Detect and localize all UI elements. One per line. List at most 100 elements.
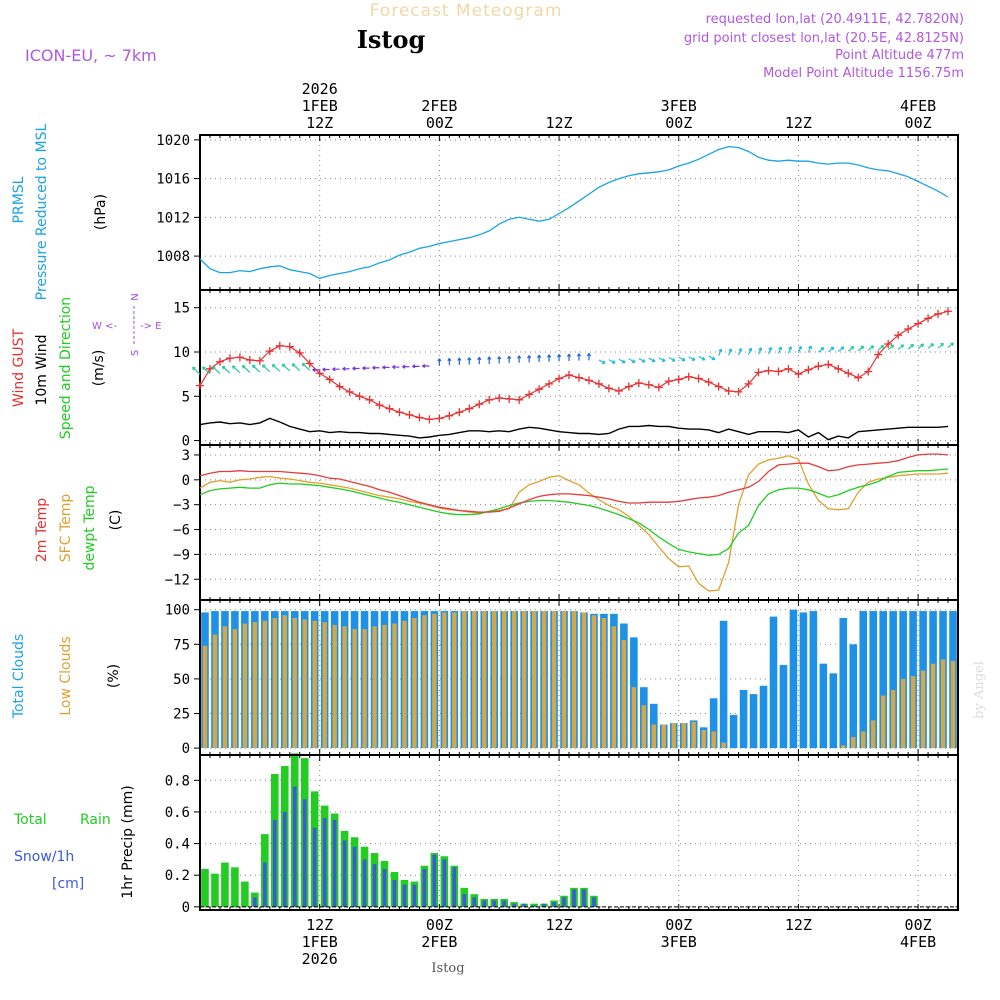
- wind-arrow-head: [622, 359, 626, 364]
- cloud-total-bar: [779, 665, 788, 749]
- y-tick-label: −12: [165, 572, 190, 588]
- wind-arrow-head: [382, 365, 386, 370]
- bottom-time-label: 2026: [302, 950, 338, 968]
- cloud-low-bar: [531, 611, 537, 749]
- compass-south: S: [130, 350, 141, 356]
- cloud-low-bar: [940, 659, 946, 749]
- cloud-low-bar: [262, 620, 268, 749]
- y-tick-label: 0.6: [165, 805, 190, 821]
- wind-arrow-head: [487, 356, 492, 360]
- cloud-total-bar: [819, 663, 828, 749]
- wind-arrow-head: [808, 345, 813, 350]
- cloud-low-bar: [881, 695, 886, 749]
- wind-arrow-head: [748, 347, 753, 352]
- wind-arrow-head: [301, 362, 306, 367]
- bottom-time-label: 12Z: [546, 916, 573, 934]
- cloud-low-bar: [871, 720, 876, 749]
- gust-marker: [495, 394, 504, 403]
- wind-arrow-head: [728, 348, 733, 352]
- wind-arrow-head: [342, 366, 346, 371]
- panel-2: −12 −9 −6 −3 0 3: [165, 444, 959, 601]
- cloud-unit: (%): [106, 664, 122, 688]
- wind-10m-label: 10m Wind: [34, 334, 50, 405]
- total-cloud-label: Total Clouds: [11, 634, 27, 719]
- cloud-low-bar: [282, 615, 287, 749]
- wind-arrow: [252, 364, 261, 373]
- precip-rain-label: Rain: [80, 812, 111, 828]
- watermark: by Angel: [972, 661, 987, 719]
- cloud-low-bar: [212, 634, 218, 749]
- bottom-time-label: 1FEB: [302, 933, 338, 951]
- wind-arrow: [837, 346, 845, 352]
- wind-arrow: [628, 358, 636, 363]
- top-time-label: 2026: [302, 80, 338, 98]
- y-tick-label: 5: [182, 389, 190, 405]
- wind-arrow: [212, 366, 221, 374]
- wind-arrow-head: [778, 346, 783, 351]
- bottom-time-label: 3FEB: [661, 933, 697, 951]
- cloud-low-bar: [890, 689, 896, 749]
- wind-arrow: [598, 359, 606, 364]
- wind-arrow: [678, 356, 686, 362]
- gust-marker: [425, 415, 434, 424]
- cloud-low-bar: [382, 624, 387, 749]
- cloud-low-bar: [422, 615, 427, 749]
- top-time-label: 00Z: [665, 114, 692, 132]
- wind-arrow: [262, 364, 271, 373]
- top-time-label: 4FEB: [900, 97, 936, 115]
- precip-snow-bar: [382, 868, 387, 907]
- gust-marker: [924, 314, 933, 323]
- precip-snow-bar: [452, 867, 457, 907]
- wind-arrow: [728, 348, 732, 356]
- y-tick-label: 3: [182, 448, 190, 464]
- wind-arrow-head: [651, 358, 656, 363]
- wind-arrow-head: [850, 346, 855, 350]
- gust-marker: [196, 381, 204, 390]
- wind-arrow-head: [758, 347, 763, 351]
- wind-arrow-head: [711, 356, 716, 361]
- wind-arrow-head: [930, 343, 935, 347]
- y-tick-label: −6: [173, 523, 190, 539]
- compass-icon: N S W <- -> E: [92, 293, 161, 356]
- gust-marker: [305, 359, 314, 368]
- precip-snow-bar: [512, 903, 516, 907]
- bottom-time-label: 12Z: [785, 916, 812, 934]
- cloud-total-bar: [809, 611, 818, 749]
- temp-2m-label: 2m Temp: [34, 498, 50, 562]
- cloud-low-bar: [611, 626, 617, 749]
- y-tick-label: 10: [173, 345, 190, 361]
- gust-marker: [325, 375, 334, 384]
- gust-marker: [385, 404, 394, 413]
- wind-arrow: [648, 357, 656, 363]
- wind-arrow: [867, 345, 874, 351]
- wind-arrow-head: [537, 354, 542, 358]
- gust-marker: [565, 371, 574, 380]
- cloud-low-bar: [541, 611, 547, 749]
- wind-arrow-head: [437, 358, 442, 362]
- top-time-label: 3FEB: [661, 97, 697, 115]
- wind-arrow-head: [890, 344, 895, 349]
- wind-arrow: [192, 366, 201, 375]
- gust-marker: [884, 340, 893, 349]
- gust-marker: [335, 382, 344, 391]
- wind-arrow-head: [517, 355, 522, 359]
- gust-marker: [804, 365, 813, 374]
- precip-snow-bar: [302, 799, 307, 907]
- wind-gust-label: Wind GUST: [11, 328, 27, 407]
- y-tick-label: 15: [173, 301, 190, 317]
- wind-arrow-head: [830, 346, 835, 351]
- gust-marker: [365, 395, 374, 404]
- top-time-label: 00Z: [426, 114, 453, 132]
- temp-unit: (C): [108, 510, 124, 531]
- gust-marker: [814, 362, 823, 371]
- cloud-low-bar: [442, 612, 447, 749]
- precip-snow-bar: [402, 884, 407, 907]
- cloud-total-bar: [849, 644, 858, 749]
- wind-arrow-head: [820, 347, 825, 351]
- cloud-low-bar: [312, 620, 317, 749]
- gust-marker: [594, 379, 603, 388]
- precip-snow-label: Snow/1h: [14, 849, 74, 865]
- gust-marker: [934, 309, 943, 318]
- wind-arrow: [618, 358, 626, 364]
